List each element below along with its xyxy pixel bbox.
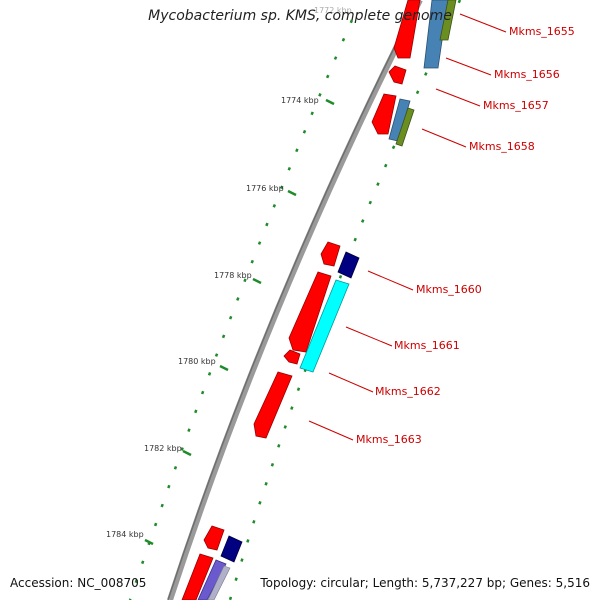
gene-label-mkms-1663[interactable]: Mkms_1663 bbox=[356, 433, 422, 446]
ruler-guide-outer bbox=[228, 0, 462, 600]
gene-grey[interactable] bbox=[207, 565, 231, 600]
ruler-label-1772: 1772 kbp bbox=[314, 6, 352, 15]
gene-cds[interactable] bbox=[181, 553, 214, 600]
accession-label: Accession: NC_008705 bbox=[10, 576, 147, 590]
gene-navy[interactable] bbox=[337, 251, 360, 279]
ruler-label-1774: 1774 kbp bbox=[281, 96, 319, 105]
gene-navy[interactable] bbox=[220, 535, 243, 563]
gene-label-mkms-1662[interactable]: Mkms_1662 bbox=[375, 385, 441, 398]
ruler-ticks bbox=[144, 98, 335, 546]
gene-olive[interactable] bbox=[395, 107, 415, 147]
gene-cluster-top bbox=[371, 0, 457, 147]
ruler-label-1782: 1782 kbp bbox=[144, 444, 182, 453]
gene-label-mkms-1660[interactable]: Mkms_1660 bbox=[416, 283, 482, 296]
gene-label-mkms-1655[interactable]: Mkms_1655 bbox=[509, 25, 575, 38]
gene-cds-small[interactable] bbox=[203, 525, 225, 551]
gene-cds[interactable] bbox=[393, 0, 421, 59]
gene-label-mkms-1656[interactable]: Mkms_1656 bbox=[494, 68, 560, 81]
ruler-label-1776: 1776 kbp bbox=[246, 184, 284, 193]
gene-cds[interactable] bbox=[371, 93, 397, 135]
gene-cluster-bottom bbox=[181, 525, 243, 600]
gene-cds-small[interactable] bbox=[283, 349, 301, 365]
gene-label-mkms-1657[interactable]: Mkms_1657 bbox=[483, 99, 549, 112]
gene-leader-lines bbox=[308, 13, 507, 441]
ruler-label-1778: 1778 kbp bbox=[214, 271, 252, 280]
gene-slate[interactable] bbox=[197, 559, 227, 600]
gene-steelblue[interactable] bbox=[423, 0, 449, 69]
ruler-label-1780: 1780 kbp bbox=[178, 357, 216, 366]
gene-cds-small[interactable] bbox=[320, 241, 341, 267]
gene-label-mkms-1661[interactable]: Mkms_1661 bbox=[394, 339, 460, 352]
genome-backbone-edge bbox=[167, 0, 419, 600]
gene-label-mkms-1658[interactable]: Mkms_1658 bbox=[469, 140, 535, 153]
gene-cds-small[interactable] bbox=[388, 65, 407, 85]
gene-cds[interactable] bbox=[253, 371, 293, 439]
gene-cyan[interactable] bbox=[299, 279, 350, 373]
gene-olive[interactable] bbox=[439, 0, 457, 41]
map-title: Mycobacterium sp. KMS, complete genome bbox=[148, 8, 452, 24]
ruler-label-1784: 1784 kbp bbox=[106, 530, 144, 539]
topology-summary: Topology: circular; Length: 5,737,227 bp… bbox=[260, 576, 590, 590]
gene-cds[interactable] bbox=[288, 271, 332, 353]
genome-backbone bbox=[167, 0, 423, 600]
gene-cluster-middle bbox=[253, 241, 360, 439]
